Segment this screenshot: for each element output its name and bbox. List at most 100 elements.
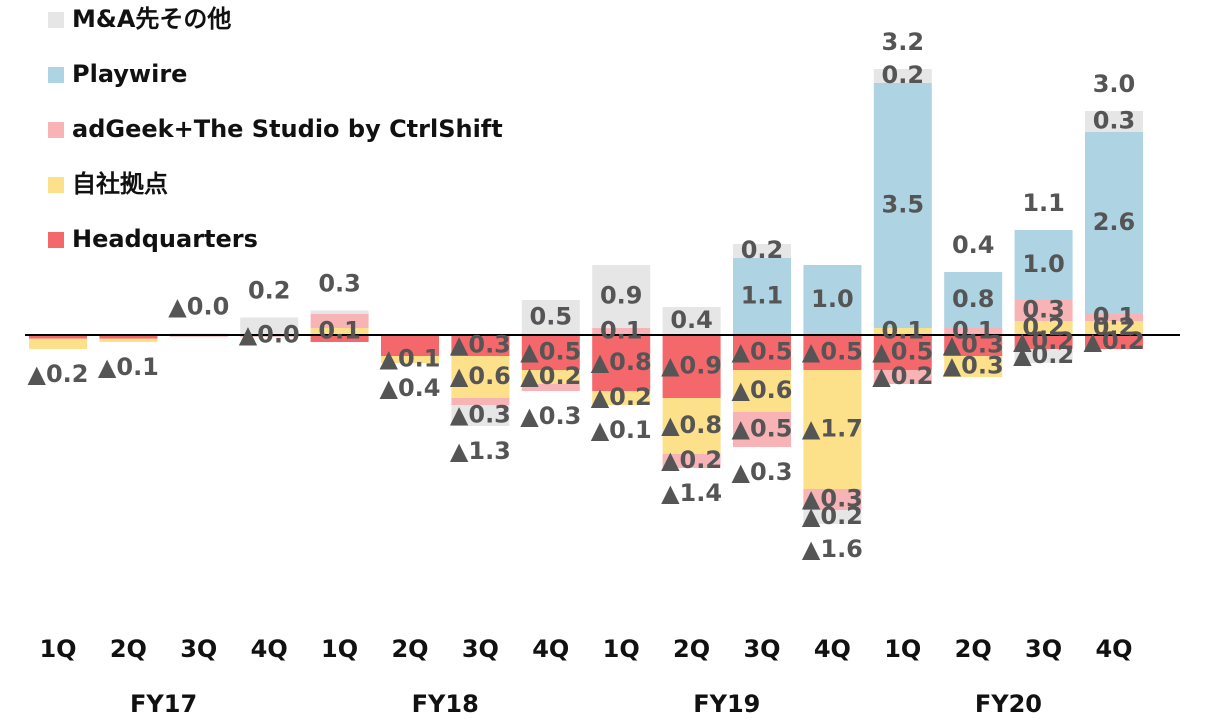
group-label: FY18 bbox=[412, 690, 479, 718]
bar-segment bbox=[592, 265, 651, 328]
legend-label: M&A先その他 bbox=[72, 5, 231, 33]
bar-segment bbox=[310, 310, 369, 314]
data-label: ▲0.2 bbox=[520, 362, 581, 390]
bar-segment bbox=[662, 454, 721, 468]
data-label: 0.8 bbox=[952, 285, 995, 313]
x-tick-label: 3Q bbox=[462, 635, 499, 663]
bar-segment bbox=[1085, 335, 1143, 349]
bar-segment bbox=[451, 398, 510, 405]
total-label: ▲0.2 bbox=[28, 360, 89, 388]
bar-segment bbox=[733, 244, 791, 258]
total-label: ▲0.0 bbox=[168, 293, 229, 321]
data-label: ▲0.3 bbox=[450, 401, 511, 429]
legend-swatch bbox=[48, 67, 64, 83]
total-label: 3.0 bbox=[1093, 70, 1136, 98]
data-label: ▲1.7 bbox=[802, 415, 863, 443]
bar-segment bbox=[873, 328, 932, 335]
total-label: 0.2 bbox=[248, 277, 291, 305]
total-label: 0.3 bbox=[318, 270, 361, 298]
data-label: 0.3 bbox=[1093, 107, 1136, 135]
bar-segment bbox=[521, 300, 580, 335]
x-tick-label: 4Q bbox=[1095, 635, 1132, 663]
bar-segment bbox=[29, 338, 87, 349]
legend-swatch bbox=[48, 122, 64, 138]
bar-segment bbox=[592, 335, 651, 391]
data-label: 0.1 bbox=[1093, 303, 1136, 331]
data-label: ▲0.5 bbox=[732, 415, 793, 443]
data-label: 1.1 bbox=[741, 282, 784, 310]
bar-segment bbox=[944, 272, 1003, 328]
data-label: 3.5 bbox=[882, 191, 925, 219]
data-label: ▲0.3 bbox=[943, 352, 1004, 380]
group-label: FY20 bbox=[975, 690, 1042, 718]
total-label: ▲0.1 bbox=[98, 353, 159, 381]
data-label: 0.1 bbox=[318, 317, 361, 345]
bar-segment bbox=[944, 328, 1003, 335]
bar-segment bbox=[592, 328, 651, 335]
legend-swatch bbox=[48, 12, 64, 28]
data-label: 0.2 bbox=[1022, 313, 1065, 341]
bar-segment bbox=[521, 384, 580, 391]
bar-segment bbox=[592, 391, 651, 405]
x-tick-label: 1Q bbox=[321, 635, 358, 663]
data-label: ▲0.9 bbox=[661, 352, 722, 380]
bar-segment bbox=[99, 335, 158, 339]
x-tick-label: 4Q bbox=[814, 635, 851, 663]
data-label: ▲0.8 bbox=[661, 411, 722, 439]
bar-segment bbox=[1014, 335, 1073, 349]
x-tick-label: 2Q bbox=[110, 635, 147, 663]
total-label: ▲0.3 bbox=[520, 402, 581, 430]
x-tick-label: 3Q bbox=[743, 635, 780, 663]
legend-label: adGeek+The Studio by CtrlShift bbox=[72, 115, 503, 143]
bar-segment bbox=[873, 335, 932, 370]
data-label: 0.1 bbox=[882, 317, 925, 345]
x-tick-label: 2Q bbox=[955, 635, 992, 663]
data-label: 0.2 bbox=[882, 61, 925, 89]
data-label: ▲0.2 bbox=[872, 362, 933, 390]
bar-segment bbox=[733, 258, 791, 335]
bar-segment bbox=[310, 314, 369, 328]
bar-segment bbox=[803, 370, 862, 489]
data-label: 0.2 bbox=[741, 236, 784, 264]
total-label: ▲0.3 bbox=[732, 458, 793, 486]
data-label: ▲0.1 bbox=[380, 345, 441, 373]
data-label: 0.2 bbox=[1093, 313, 1136, 341]
bar-segment bbox=[1014, 300, 1073, 321]
bar-segment bbox=[803, 489, 862, 510]
bar-segment bbox=[451, 405, 510, 426]
bar-segment bbox=[662, 398, 721, 454]
data-label: 0.4 bbox=[670, 306, 713, 334]
x-tick-label: 1Q bbox=[39, 635, 76, 663]
legend-label: 自社拠点 bbox=[72, 170, 168, 198]
data-label: 2.6 bbox=[1093, 208, 1136, 236]
data-label: ▲0.2 bbox=[1013, 341, 1074, 369]
total-label: ▲1.4 bbox=[661, 479, 722, 507]
data-label: ▲0.2 bbox=[802, 502, 863, 530]
data-label: ▲0.2 bbox=[1084, 327, 1145, 355]
data-label: 0.9 bbox=[600, 282, 643, 310]
legend-label: Headquarters bbox=[72, 225, 258, 253]
legend-label: Playwire bbox=[72, 60, 187, 88]
group-label: FY19 bbox=[693, 690, 760, 718]
bar-segment bbox=[310, 335, 369, 342]
bar-segment bbox=[310, 328, 369, 335]
total-label: ▲0.1 bbox=[591, 416, 652, 444]
data-label: 0.1 bbox=[600, 317, 643, 345]
bar-segment bbox=[1085, 132, 1143, 314]
x-tick-label: 2Q bbox=[673, 635, 710, 663]
bar-segment bbox=[733, 412, 791, 447]
bar-segment bbox=[381, 356, 439, 363]
bar-segment bbox=[873, 83, 932, 328]
x-tick-label: 3Q bbox=[180, 635, 217, 663]
bar-segment bbox=[1014, 349, 1073, 363]
group-label: FY17 bbox=[130, 690, 197, 718]
data-label: ▲0.3 bbox=[450, 331, 511, 359]
data-label: ▲0.5 bbox=[520, 338, 581, 366]
bar-segment bbox=[803, 335, 862, 370]
bar-segment bbox=[944, 335, 1003, 356]
bar-segment bbox=[1014, 321, 1073, 335]
data-label: ▲0.0 bbox=[239, 321, 300, 349]
bar-segment bbox=[240, 317, 299, 335]
x-tick-label: 4Q bbox=[251, 635, 288, 663]
